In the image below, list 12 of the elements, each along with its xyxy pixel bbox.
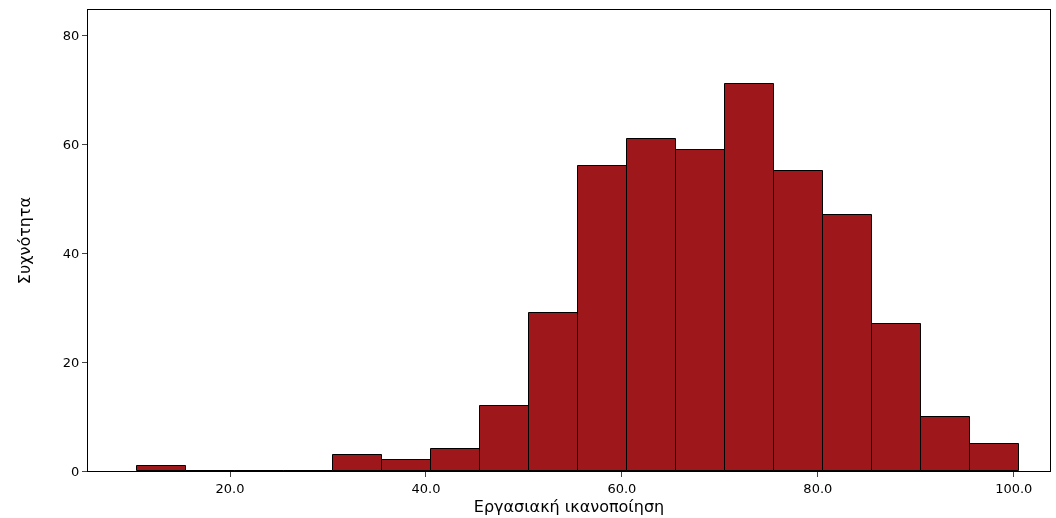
y-tick-label: 20 [62, 354, 80, 370]
y-axis-title: Συχνότητα [14, 196, 34, 285]
y-tick-label: 60 [62, 136, 80, 152]
x-tick-label: 40.0 [411, 480, 441, 496]
x-axis-title: Εργασιακή ικανοποίηση [473, 497, 665, 517]
x-tick-label: 20.0 [215, 480, 245, 496]
x-tick-label: 80.0 [803, 480, 833, 496]
y-tick-label: 80 [62, 27, 80, 43]
x-tick-label: 100.0 [995, 480, 1033, 496]
y-tick-label: 40 [62, 245, 80, 261]
y-tick-label: 0 [71, 463, 80, 479]
x-tick-label: 60.0 [607, 480, 637, 496]
